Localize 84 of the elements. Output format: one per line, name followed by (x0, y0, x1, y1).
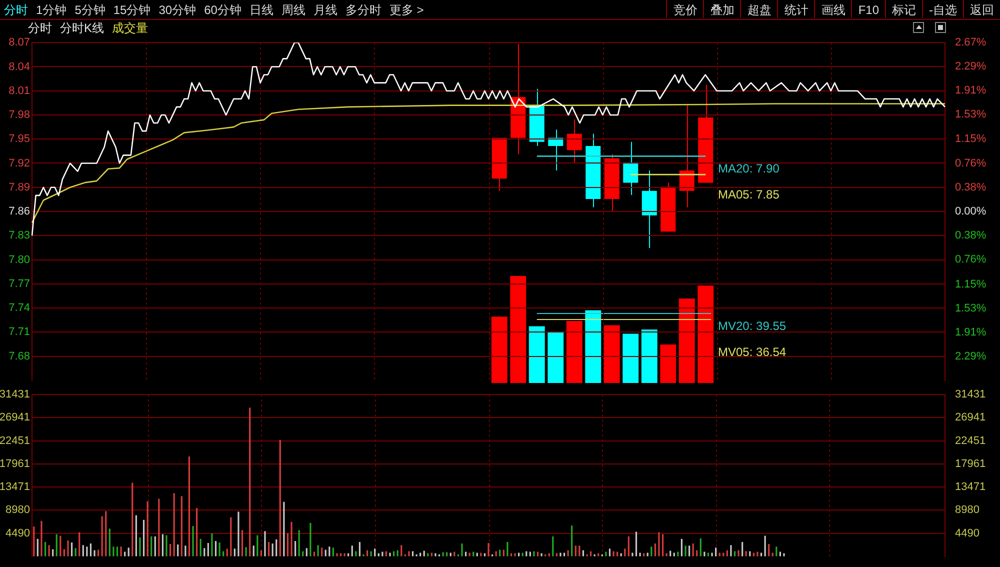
bar (678, 298, 695, 383)
y2-tick-label: 1.91% (955, 84, 986, 97)
y2-tick-label: 13471 (955, 481, 986, 494)
text: 月线 (312, 2, 338, 18)
y2-tick-label: 1.53% (955, 108, 986, 121)
text: 更多 > (388, 2, 425, 18)
bar (604, 325, 620, 383)
bar (510, 276, 526, 383)
text: 15分钟 (112, 2, 152, 18)
bar (566, 320, 582, 383)
y2-tick-label: 8980 (955, 504, 980, 516)
text: 成交量 (112, 20, 148, 36)
y-tick-label: 17961 (0, 458, 30, 470)
y2-tick-label: 0.38% (955, 181, 986, 194)
y-tick-label: 31431 (0, 388, 30, 401)
y-tick-label: 13471 (0, 481, 30, 494)
y2-tick-label: 0.00% (955, 206, 986, 218)
y2-tick-label: 2.29% (955, 60, 986, 73)
y-tick-label: 7.95 (8, 133, 30, 146)
text: 日线 (248, 2, 274, 18)
y-tick-label: 8.07 (8, 36, 30, 49)
y2-tick-label: 1.15% (955, 132, 986, 145)
y2-tick-label: 0.38% (955, 230, 986, 242)
text: 统计 (777, 0, 814, 18)
y2-tick-label: 0.76% (955, 254, 986, 266)
text: 竞价 (666, 0, 704, 18)
y-tick-label: 8.04 (8, 60, 30, 73)
bar (641, 330, 658, 383)
bar (491, 316, 508, 383)
text: 超盘 (740, 0, 778, 18)
bar (528, 326, 545, 383)
y2-tick-label: 1.53% (955, 302, 986, 314)
y2-tick-label: 2.29% (955, 350, 986, 362)
y-tick-label: 7.71 (8, 326, 30, 338)
y-tick-label: 7.92 (8, 157, 30, 170)
text: 30分钟 (158, 2, 198, 18)
y-tick-label: 7.80 (8, 254, 30, 266)
y-tick-label: 7.83 (8, 230, 30, 242)
text: 分时 (3, 2, 29, 18)
text: 分时K线 (60, 20, 104, 36)
text: F10 (851, 0, 885, 18)
series-label: MA05: 7.85 (718, 188, 780, 202)
text: 1分钟 (35, 2, 68, 18)
y-tick-label: 7.98 (8, 109, 30, 122)
y2-tick-label: 17961 (955, 458, 986, 470)
y-tick-label: 4490 (6, 527, 30, 540)
y-tick-label: 7.89 (8, 181, 30, 194)
y-tick-label: 7.74 (8, 302, 30, 314)
candlestick (679, 104, 694, 208)
y2-tick-label: 4490 (955, 527, 980, 540)
bar (548, 332, 564, 383)
text: 多分时 (344, 2, 382, 18)
text: 5分钟 (74, 2, 106, 18)
bar (622, 334, 639, 383)
annotation: MV05: 36.54 (718, 344, 786, 359)
y-tick-label: 8980 (6, 504, 30, 516)
bar (660, 344, 676, 383)
y-tick-label: 22451 (0, 434, 30, 447)
text: 分时 (28, 20, 52, 36)
text: 60分钟 (203, 2, 242, 18)
y2-tick-label: 1.15% (955, 278, 986, 290)
text: -自选 (922, 0, 963, 18)
y-tick-label: 7.86 (8, 206, 30, 218)
y-tick-label: 7.68 (8, 350, 30, 362)
candlestick (566, 118, 582, 163)
y2-tick-label: 26941 (955, 412, 986, 424)
bar (585, 310, 602, 383)
text: 标记 (885, 0, 922, 18)
y-tick-label: 7.77 (8, 278, 30, 290)
y2-tick-label: 22451 (955, 434, 986, 447)
y-tick-label: 26941 (0, 412, 30, 424)
text: 叠加 (703, 0, 740, 18)
series-label: MA20: 7.90 (718, 162, 780, 176)
y2-tick-label: 0.76% (955, 157, 986, 170)
y2-tick-label: 31431 (955, 388, 986, 401)
y2-tick-label: 2.67% (955, 36, 986, 49)
bar (698, 286, 714, 383)
candlestick (623, 141, 638, 196)
annotation: MV20: 39.55 (718, 318, 786, 333)
text: 周线 (280, 2, 306, 18)
text: 返回 (963, 0, 1000, 18)
text: 画线 (814, 0, 852, 18)
y2-tick-label: 1.91% (955, 326, 986, 338)
y-tick-label: 8.01 (8, 84, 30, 97)
